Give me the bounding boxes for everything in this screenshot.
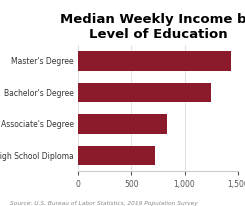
Bar <box>78 146 155 165</box>
Title: Median Weekly Income by
Level of Education: Median Weekly Income by Level of Educati… <box>61 13 245 41</box>
Text: Source: U.S. Bureau of Labor Statistics, 2019 Population Survey: Source: U.S. Bureau of Labor Statistics,… <box>10 201 197 206</box>
Bar <box>78 51 231 71</box>
Bar <box>78 83 211 102</box>
Bar <box>78 114 167 134</box>
